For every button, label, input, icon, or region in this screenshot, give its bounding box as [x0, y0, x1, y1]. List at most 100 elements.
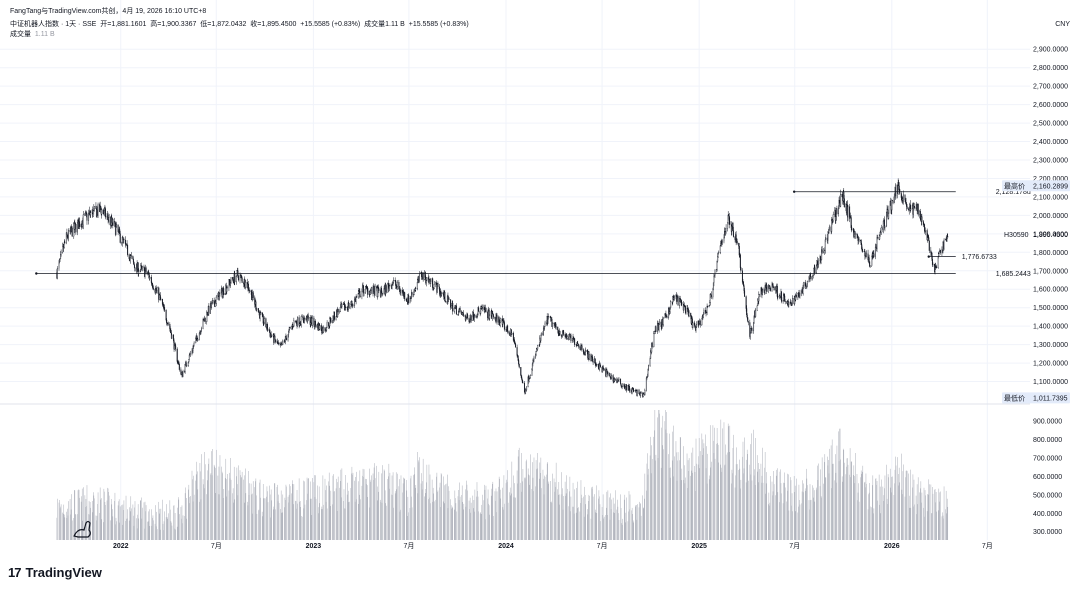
- candle-body: [433, 283, 435, 289]
- candle-body: [330, 318, 332, 323]
- tradingview-logo[interactable]: 17 TradingView: [8, 565, 102, 580]
- candle-body: [71, 227, 73, 237]
- candle-body: [326, 327, 328, 331]
- candle-body: [440, 293, 442, 296]
- volume-legend-label[interactable]: 成交量: [10, 31, 31, 38]
- candle-body: [696, 324, 698, 328]
- candle-body: [889, 200, 891, 214]
- candle-body: [167, 323, 169, 325]
- candle-body: [535, 351, 537, 355]
- candle-body: [280, 343, 282, 346]
- open-value: =1,881.1601: [107, 21, 147, 28]
- candle-body: [92, 210, 94, 217]
- candle-body: [561, 331, 563, 336]
- candle-body: [544, 326, 546, 329]
- candle-body: [835, 216, 837, 221]
- candle-body: [827, 231, 829, 241]
- candle-body: [426, 277, 428, 281]
- candle-body: [396, 282, 398, 287]
- candle-body: [352, 304, 354, 306]
- candle-body: [535, 354, 537, 358]
- candle-body: [906, 206, 908, 209]
- candle-body: [458, 309, 460, 312]
- close-value: =1,895.4500: [257, 21, 297, 28]
- candle-body: [132, 259, 134, 263]
- candle-body: [348, 306, 350, 308]
- candle-body: [115, 226, 117, 235]
- candle-body: [694, 324, 696, 328]
- candle-body: [668, 308, 670, 314]
- candle-body: [139, 269, 141, 272]
- candle-body: [63, 242, 65, 249]
- candle-body: [60, 254, 62, 259]
- candle-body: [655, 326, 657, 332]
- candle-body: [357, 293, 359, 298]
- candle-body: [779, 295, 781, 297]
- candle-body: [716, 261, 718, 270]
- currency-label[interactable]: CNY: [1055, 21, 1070, 28]
- candle-body: [727, 222, 729, 229]
- candle-body: [510, 329, 512, 335]
- candle-body: [713, 276, 715, 283]
- candle-body: [709, 293, 711, 303]
- candle-body: [329, 318, 331, 327]
- candle-body: [831, 219, 833, 232]
- volume-tick-label: 700.0000: [1033, 455, 1062, 462]
- candle-body: [251, 297, 253, 300]
- candle-body: [788, 301, 790, 305]
- candle-body: [86, 213, 88, 221]
- axis-tag-name: 最低价: [1004, 393, 1025, 402]
- candle-body: [947, 236, 949, 238]
- candle-body: [511, 332, 513, 335]
- candle-body: [620, 383, 622, 386]
- candle-body: [441, 292, 443, 294]
- candle-body: [200, 331, 202, 334]
- candle-body: [285, 336, 287, 339]
- candle-body: [65, 232, 67, 243]
- candle-body: [370, 287, 372, 291]
- symbol-name[interactable]: 中证机器人指数 · 1天 · SSE: [10, 21, 97, 28]
- candle-body: [171, 334, 173, 339]
- candle-body: [208, 305, 210, 314]
- volume-tick-label: 300.0000: [1033, 529, 1062, 536]
- candle-body: [257, 308, 259, 313]
- candle-body: [902, 194, 904, 202]
- candle-body: [812, 276, 814, 279]
- candle-body: [551, 323, 553, 327]
- candle-body: [422, 272, 424, 280]
- candle-body: [313, 317, 315, 326]
- candle-body: [838, 207, 840, 215]
- candle-body: [847, 206, 849, 218]
- candle-body: [684, 306, 686, 314]
- candle-body: [523, 382, 525, 393]
- candle-body: [771, 283, 773, 291]
- candle-body: [518, 363, 520, 368]
- candle-body: [361, 285, 363, 292]
- candle-body: [500, 318, 502, 323]
- candle-body: [499, 322, 501, 326]
- candle-body: [124, 239, 126, 245]
- candle-body: [176, 348, 178, 362]
- candle-body: [164, 307, 166, 311]
- candle-body: [452, 303, 454, 312]
- candle-body: [383, 288, 385, 294]
- volume-axis: 900.0000 800.0000 700.0000 600.0000 500.0000…: [1033, 419, 1062, 537]
- candle-body: [392, 282, 394, 285]
- candle-body: [489, 315, 491, 319]
- candle-body: [900, 193, 902, 198]
- candle-body: [385, 285, 387, 293]
- candle-body: [905, 199, 907, 203]
- candle-body: [618, 378, 620, 381]
- candle-body: [116, 224, 118, 228]
- candle-body: [376, 286, 378, 289]
- candle-body: [129, 257, 131, 262]
- candle-body: [528, 378, 530, 382]
- candle-body: [133, 264, 135, 268]
- candle-body: [150, 276, 152, 283]
- price-tick-label: 1,100.0000: [1033, 379, 1068, 386]
- price-tick-label: 2,600.0000: [1033, 102, 1068, 109]
- candle-body: [411, 292, 413, 295]
- candle-body: [810, 276, 812, 279]
- candle-body: [624, 386, 626, 390]
